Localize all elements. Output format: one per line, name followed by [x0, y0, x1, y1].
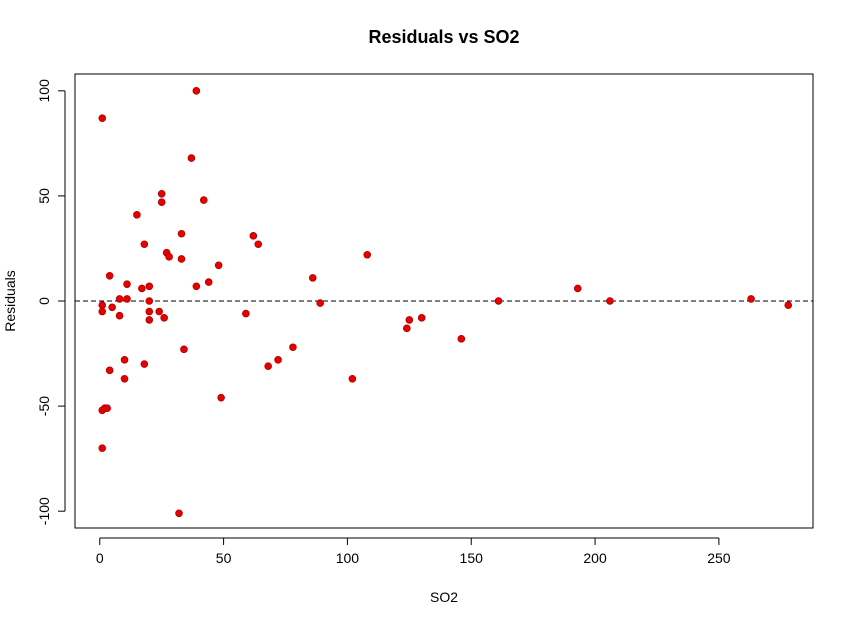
data-point [784, 301, 793, 310]
data-point [160, 314, 168, 322]
data-point [217, 393, 225, 402]
data-point [494, 297, 503, 305]
data-point [180, 345, 188, 354]
x-tick-label: 50 [216, 550, 232, 566]
data-point [165, 253, 173, 261]
data-point [115, 295, 124, 303]
data-point [363, 250, 372, 259]
x-tick-label: 150 [460, 550, 484, 566]
data-point [177, 255, 186, 263]
data-point [105, 271, 114, 280]
x-tick-label: 0 [96, 550, 104, 566]
data-point [274, 356, 282, 364]
data-point [145, 316, 154, 324]
data-point [120, 374, 129, 383]
data-point [115, 311, 124, 320]
data-point [403, 324, 411, 333]
x-tick-label: 100 [336, 550, 360, 566]
x-tick-label: 250 [707, 550, 731, 566]
y-axis-label: Residuals [2, 270, 18, 331]
x-axis-label: SO2 [430, 589, 458, 605]
data-point [192, 87, 201, 95]
data-points [98, 87, 793, 518]
data-point [98, 301, 107, 310]
data-point [140, 240, 149, 249]
chart-title: Residuals vs SO2 [368, 27, 519, 47]
data-point [157, 190, 166, 198]
data-point [264, 362, 272, 370]
data-point [123, 280, 131, 288]
data-point [175, 509, 183, 518]
data-point [177, 229, 186, 238]
data-point [249, 232, 258, 240]
data-point [108, 303, 116, 312]
data-point [140, 360, 149, 368]
data-point [316, 299, 324, 307]
data-point [98, 114, 107, 122]
y-tick-label: 0 [36, 297, 52, 305]
y-axis: -100 -50 0 50 100 [36, 79, 66, 525]
data-point [157, 198, 166, 207]
data-point [145, 297, 154, 305]
data-point [192, 282, 201, 291]
y-tick-label: 100 [36, 79, 52, 103]
y-tick-label: 50 [36, 188, 52, 204]
x-tick-label: 200 [583, 550, 607, 566]
data-point [606, 297, 614, 305]
data-point [199, 196, 208, 204]
data-point [155, 307, 164, 316]
data-point [105, 366, 114, 375]
y-tick-label: -100 [36, 497, 52, 525]
data-point [242, 309, 250, 318]
data-point [214, 261, 223, 270]
data-point [747, 295, 755, 303]
data-point [348, 374, 357, 383]
data-point [187, 154, 196, 162]
data-point [138, 284, 146, 293]
data-point [133, 211, 141, 219]
data-point [289, 343, 297, 352]
data-point [120, 356, 129, 364]
y-tick-label: -50 [36, 396, 52, 416]
data-point [417, 314, 426, 322]
data-point [573, 284, 582, 293]
data-point [145, 307, 154, 316]
data-point [405, 316, 414, 324]
data-point [204, 278, 213, 286]
data-point [308, 274, 317, 282]
data-point [145, 282, 154, 291]
data-point [123, 295, 131, 303]
data-point [98, 444, 107, 452]
data-point [254, 240, 263, 249]
data-point [98, 307, 107, 316]
data-point [457, 335, 466, 343]
data-point [103, 404, 111, 412]
x-axis: 0 50 100 150 200 250 [96, 537, 731, 566]
